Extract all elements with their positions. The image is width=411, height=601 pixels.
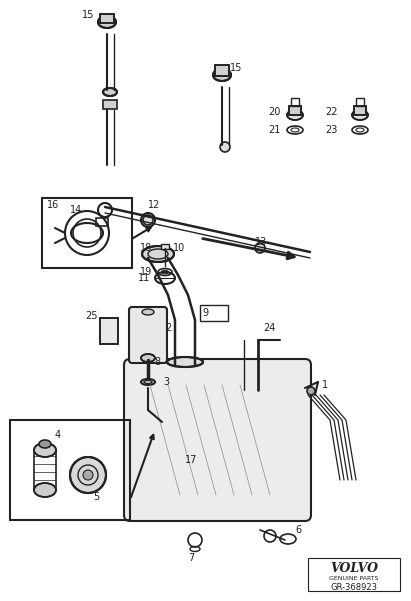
Text: 15: 15	[230, 63, 242, 73]
Bar	[100, 318, 118, 344]
Ellipse shape	[142, 309, 154, 315]
Ellipse shape	[141, 354, 155, 362]
Text: 10: 10	[173, 243, 185, 253]
Text: VOLVO: VOLVO	[330, 561, 378, 575]
Bar	[289, 106, 301, 115]
Circle shape	[220, 142, 230, 152]
Ellipse shape	[103, 88, 117, 96]
Text: 17: 17	[185, 455, 197, 465]
Ellipse shape	[213, 69, 231, 81]
Bar	[96, 218, 108, 226]
Text: 25: 25	[85, 311, 97, 321]
FancyBboxPatch shape	[129, 307, 167, 363]
Bar	[289, 106, 301, 115]
Circle shape	[307, 387, 315, 395]
Bar	[200, 305, 228, 321]
Text: 24: 24	[263, 323, 275, 333]
Text: 8: 8	[154, 357, 160, 367]
Bar	[354, 106, 366, 115]
Text: 20: 20	[268, 107, 280, 117]
Bar	[100, 14, 114, 23]
Bar	[42, 198, 132, 268]
Text: 5: 5	[93, 492, 99, 502]
Text: 23: 23	[326, 125, 338, 135]
Text: GENUINE PARTS: GENUINE PARTS	[329, 576, 379, 581]
Ellipse shape	[352, 110, 368, 120]
Ellipse shape	[142, 246, 174, 262]
Bar	[100, 14, 114, 23]
Bar	[103, 100, 117, 109]
Text: 6: 6	[295, 525, 301, 535]
Text: 9: 9	[202, 308, 208, 318]
Bar	[10, 420, 130, 520]
Text: 19: 19	[140, 267, 152, 277]
Ellipse shape	[34, 443, 56, 457]
Text: 21: 21	[268, 125, 280, 135]
Ellipse shape	[39, 440, 51, 448]
Ellipse shape	[98, 16, 116, 28]
Bar	[215, 65, 229, 76]
Text: 14: 14	[70, 205, 82, 215]
Text: 4: 4	[55, 430, 61, 440]
Circle shape	[83, 470, 93, 480]
FancyBboxPatch shape	[124, 359, 311, 521]
Text: 22: 22	[326, 107, 338, 117]
Text: 15: 15	[82, 10, 95, 20]
Text: 18: 18	[140, 243, 152, 253]
Text: 13: 13	[255, 237, 267, 247]
Bar	[291, 98, 299, 106]
Text: 2: 2	[165, 323, 171, 333]
Ellipse shape	[167, 357, 203, 367]
Bar	[356, 98, 364, 106]
Text: 12: 12	[148, 200, 160, 210]
Bar	[354, 106, 366, 115]
Circle shape	[70, 457, 106, 493]
Text: 3: 3	[163, 377, 169, 387]
Text: 11: 11	[138, 273, 150, 283]
Bar	[161, 244, 169, 249]
Text: GR-368923: GR-368923	[330, 584, 377, 593]
Circle shape	[143, 215, 153, 225]
Ellipse shape	[34, 483, 56, 497]
Text: 7: 7	[188, 553, 194, 563]
Bar	[215, 65, 229, 76]
Text: 16: 16	[47, 200, 59, 210]
Bar	[100, 318, 118, 344]
Text: 1: 1	[322, 380, 328, 390]
Ellipse shape	[287, 110, 303, 120]
Circle shape	[255, 243, 265, 253]
Bar	[308, 558, 400, 591]
